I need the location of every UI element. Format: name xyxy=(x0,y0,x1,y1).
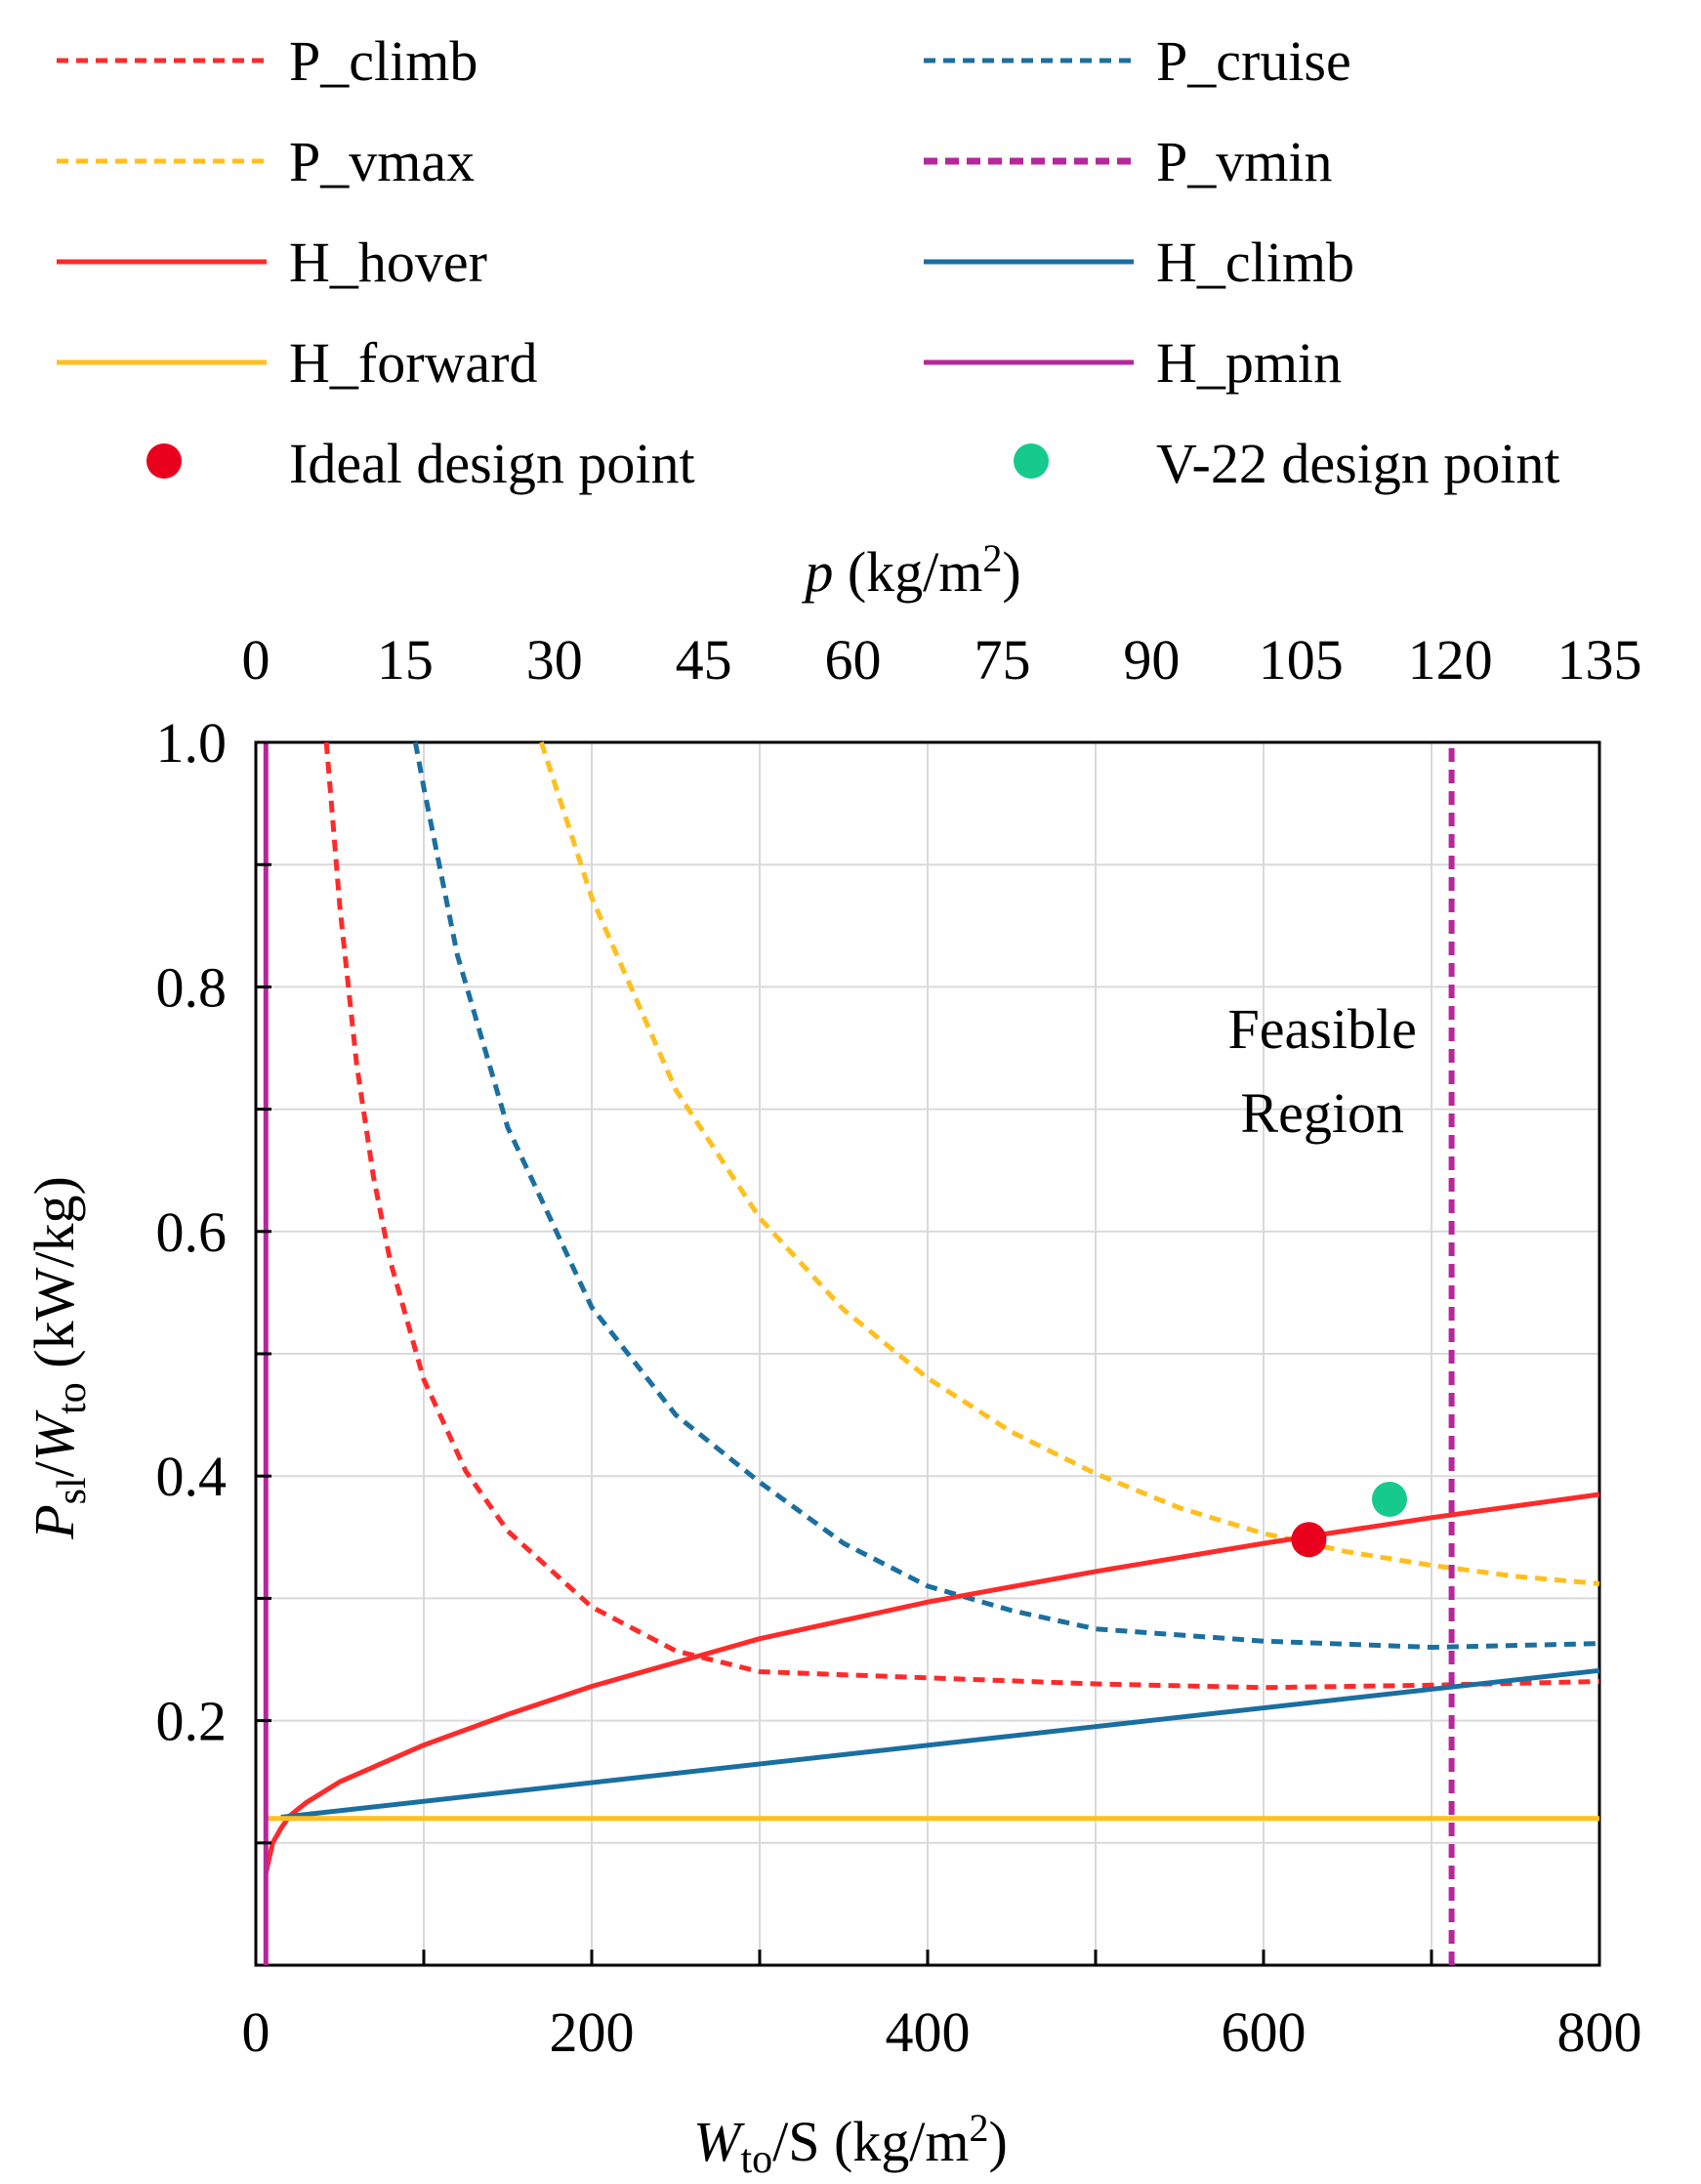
y-axis-label: Psl/Wto (kW/kg) xyxy=(22,1176,95,1540)
x2-label-sup: 2 xyxy=(982,536,1002,580)
y-label-slash: / xyxy=(22,1460,86,1477)
legend-label-v-22-design-point: V-22 design point xyxy=(1156,432,1560,495)
legend-label-h-pmin: H_pmin xyxy=(1156,331,1342,395)
x-label-sub: to xyxy=(740,2137,772,2182)
legend-label-p-climb: P_climb xyxy=(289,29,477,93)
point-ideal-design-point xyxy=(1291,1522,1327,1558)
point-v-22-design-point xyxy=(1372,1481,1407,1517)
legend-label-p-vmin: P_vmin xyxy=(1156,130,1333,193)
legend-label-h-hover: H_hover xyxy=(289,231,487,294)
series-line-p-climb xyxy=(323,741,1600,1691)
series-line-h-hover xyxy=(263,1491,1600,1874)
x2-axis-label: p (kg/m2) xyxy=(801,536,1020,604)
x-label-close: ) xyxy=(989,2110,1008,2173)
x2-tick-label-15: 15 xyxy=(377,628,434,692)
legend: P_climb P_cruise P_vmax P_vmin H_hover H_clim… xyxy=(57,29,1560,495)
x2-tick-label-45: 45 xyxy=(676,628,732,692)
x-tick-label-200: 200 xyxy=(550,2000,635,2064)
x2-tick-label-135: 135 xyxy=(1557,628,1642,692)
series-line-p-cruise xyxy=(412,741,1600,1650)
legend-label-h-climb: H_climb xyxy=(1156,231,1354,294)
legend-label-p-cruise: P_cruise xyxy=(1156,29,1351,93)
y-tick-label-0-6: 0.6 xyxy=(156,1200,228,1264)
annotation-region: Region xyxy=(1240,1081,1404,1145)
legend-marker-ideal-design-point xyxy=(146,443,182,479)
series-layer xyxy=(263,741,1600,1965)
x2-tick-label-105: 105 xyxy=(1259,628,1344,692)
x-tick-label-0: 0 xyxy=(242,2000,270,2064)
x-tick-label-600: 600 xyxy=(1222,2000,1307,2064)
legend-label-h-forward: H_forward xyxy=(289,331,537,395)
x2-tick-label-90: 90 xyxy=(1123,628,1180,692)
legend-marker-v-22-design-point xyxy=(1014,443,1049,479)
x2-tick-label-60: 60 xyxy=(825,628,882,692)
x-axis-label: Wto/S (kg/m2) xyxy=(693,2106,1008,2182)
axis-tick-labels: 0 200 400 600 800 0 15 30 45 60 75 90 105 120 135 0.2 0.… xyxy=(156,628,1642,2064)
x-label-main: W xyxy=(693,2110,745,2173)
y-tick-label-0-4: 0.4 xyxy=(156,1445,228,1508)
x2-tick-label-30: 30 xyxy=(526,628,583,692)
series-line-p-vmax xyxy=(539,741,1600,1586)
y-label-rest: (kW/kg) xyxy=(22,1176,86,1382)
x-label-sup: 2 xyxy=(970,2106,989,2150)
y-label-p-sub: sl xyxy=(50,1477,95,1504)
x2-tick-label-120: 120 xyxy=(1408,628,1493,692)
series-line-h-climb xyxy=(280,1667,1600,1820)
x-tick-label-400: 400 xyxy=(886,2000,971,2064)
x2-label-rest: (kg/m xyxy=(833,540,982,604)
x2-label-close: ) xyxy=(1002,540,1020,604)
y-tick-label-0-2: 0.2 xyxy=(156,1690,228,1753)
x-tick-label-800: 800 xyxy=(1557,2000,1642,2064)
x2-tick-label-75: 75 xyxy=(974,628,1030,692)
y-label-w-sub: to xyxy=(50,1382,95,1414)
annotation-feasible: Feasible xyxy=(1228,997,1417,1061)
y-tick-label-0-8: 0.8 xyxy=(156,955,228,1019)
legend-label-ideal-design-point: Ideal design point xyxy=(289,432,695,495)
y-label-w: W xyxy=(22,1409,86,1461)
legend-label-p-vmax: P_vmax xyxy=(289,130,475,193)
x2-label-main: p xyxy=(801,540,833,604)
axis-ticks xyxy=(254,740,1601,1965)
y-label-p: P xyxy=(22,1504,86,1539)
points-layer xyxy=(1291,1481,1407,1558)
grid-lines xyxy=(256,742,1599,1965)
x-label-rest: /S (kg/m xyxy=(772,2110,969,2173)
x2-tick-label-0: 0 xyxy=(242,628,270,692)
y-tick-label-1-0: 1.0 xyxy=(156,711,228,775)
